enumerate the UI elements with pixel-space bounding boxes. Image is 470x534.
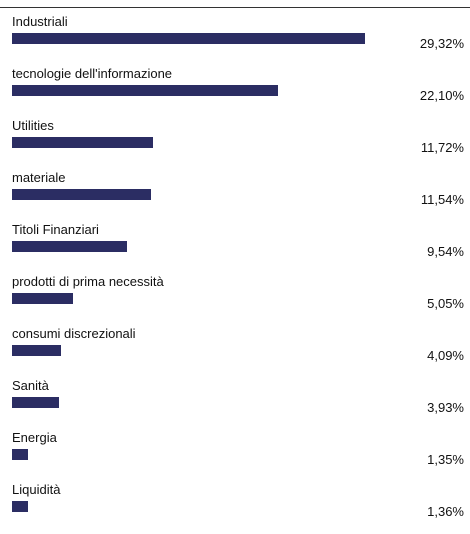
value-label: 11,54%: [420, 192, 464, 207]
category-label: Liquidità: [12, 482, 61, 497]
value-label: 5,05%: [427, 296, 464, 311]
bar-row: Industriali 29,32%: [0, 14, 470, 66]
value-label: 1,35%: [427, 452, 464, 467]
bar: [12, 137, 153, 148]
bar-row: consumi discrezionali 4,09%: [0, 326, 470, 378]
bar-row: Liquidità 1,36%: [0, 482, 470, 534]
value-label: 22,10%: [419, 88, 464, 103]
bar-row: Sanità 3,93%: [0, 378, 470, 430]
bar-row: Titoli Finanziari 9,54%: [0, 222, 470, 274]
value-label: 9,54%: [427, 244, 464, 259]
bar: [12, 33, 365, 44]
category-label: Utilities: [12, 118, 54, 133]
category-label: prodotti di prima necessità: [12, 274, 164, 289]
category-label: Sanità: [12, 378, 49, 393]
bar-row: materiale 11,54%: [0, 170, 470, 222]
value-label: 4,09%: [427, 348, 464, 363]
category-label: Industriali: [12, 14, 68, 29]
value-label: 1,36%: [427, 504, 464, 519]
top-divider: [0, 7, 470, 8]
bar-row: Utilities 11,72%: [0, 118, 470, 170]
category-label: tecnologie dell'informazione: [12, 66, 173, 81]
bar: [12, 449, 28, 460]
bar: [12, 345, 61, 356]
value-label: 29,32%: [419, 36, 464, 51]
value-label: 3,93%: [427, 400, 464, 415]
sector-allocation-chart: Industriali 29,32% tecnologie dell'informa…: [0, 7, 470, 519]
bar: [12, 501, 28, 512]
category-label: Titoli Finanziari: [12, 222, 99, 237]
value-label: 11,72%: [420, 140, 464, 155]
bar-row: prodotti di prima necessità 5,05%: [0, 274, 470, 326]
bar: [12, 397, 59, 408]
bar: [12, 241, 127, 252]
bar: [12, 293, 73, 304]
bar: [12, 189, 151, 200]
category-label: Energia: [12, 430, 57, 445]
bar-row: Energia 1,35%: [0, 430, 470, 482]
category-label: consumi discrezionali: [12, 326, 136, 341]
bar: [12, 85, 278, 96]
bar-row: tecnologie dell'informazione 22,10%: [0, 66, 470, 118]
category-label: materiale: [12, 170, 66, 185]
